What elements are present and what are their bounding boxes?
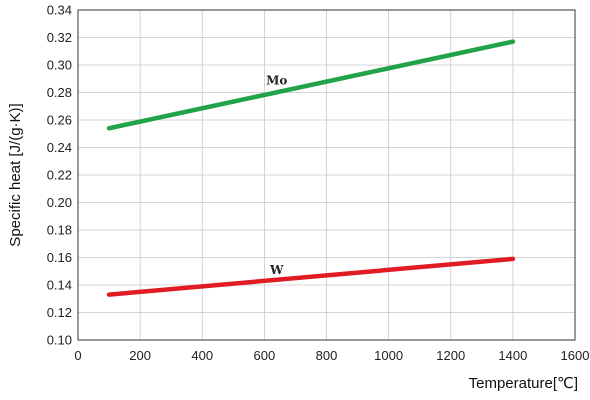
y-tick-label: 0.22 bbox=[47, 168, 72, 183]
x-tick-label: 1400 bbox=[498, 348, 527, 363]
series-label-mo: Mo bbox=[266, 73, 287, 87]
x-tick-label: 0 bbox=[74, 348, 81, 363]
x-tick-label: 200 bbox=[129, 348, 151, 363]
y-tick-labels: 0.10 0.12 0.14 0.16 0.18 0.20 0.22 0.24 0.26 0.28… bbox=[47, 3, 72, 348]
y-axis-label: Specific heat [J/(g·K)] bbox=[7, 103, 24, 246]
y-tick-label: 0.30 bbox=[47, 58, 72, 73]
y-tick-label: 0.24 bbox=[47, 140, 72, 155]
x-axis-label: Temperature[℃] bbox=[469, 375, 578, 392]
y-tick-label: 0.10 bbox=[47, 333, 72, 348]
y-tick-label: 0.26 bbox=[47, 113, 72, 128]
series-labels: Mo W bbox=[266, 73, 287, 277]
x-tick-label: 600 bbox=[254, 348, 276, 363]
y-tick-label: 0.14 bbox=[47, 278, 72, 293]
y-tick-label: 0.20 bbox=[47, 195, 72, 210]
series-line-w bbox=[106, 256, 516, 297]
x-tick-label: 800 bbox=[316, 348, 338, 363]
series-lines bbox=[106, 39, 516, 297]
y-tick-label: 0.18 bbox=[47, 223, 72, 238]
series-label-w: W bbox=[269, 263, 284, 277]
y-tick-label: 0.12 bbox=[47, 305, 72, 320]
y-tick-label: 0.34 bbox=[47, 3, 72, 18]
x-tick-label: 1600 bbox=[561, 348, 590, 363]
x-tick-labels: 0 200 400 600 800 1000 1200 1400 1600 bbox=[74, 348, 589, 363]
y-tick-label: 0.32 bbox=[47, 30, 72, 45]
y-tick-label: 0.28 bbox=[47, 85, 72, 100]
series-line-mo bbox=[106, 39, 516, 131]
plot-frame bbox=[77, 9, 576, 341]
y-tick-label: 0.16 bbox=[47, 250, 72, 265]
x-tick-label: 400 bbox=[191, 348, 213, 363]
x-tick-label: 1000 bbox=[374, 348, 403, 363]
x-tick-label: 1200 bbox=[436, 348, 465, 363]
